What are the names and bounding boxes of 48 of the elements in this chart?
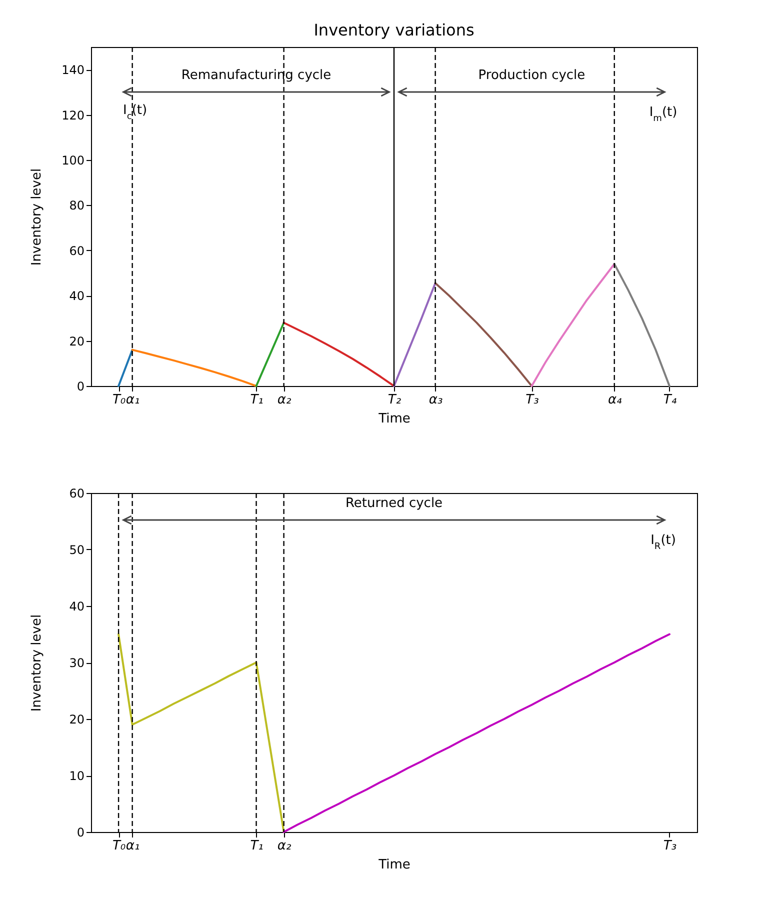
line-series [118,633,285,833]
line-series [282,322,395,387]
annotation: Remanufacturing cycle [181,68,332,83]
y-tick-label: 120 [62,108,84,122]
y-axis-title: Inventory level [30,614,44,712]
x-tick-label: T₁ [250,392,264,408]
x-tick-label: α₁ [126,392,140,408]
x-tick-label: T₄ [663,392,678,408]
line-series [282,633,670,833]
x-tick-label: α₂ [277,392,292,408]
line-series [393,282,436,387]
y-tick-label: 10 [69,769,84,783]
x-axis-title: Time [378,412,410,426]
y-tick-label: 0 [76,380,84,394]
y-tick-label: 40 [69,600,84,614]
x-tick-label: T₂ [388,392,402,408]
line-series [131,348,258,387]
annotation: Returned cycle [345,496,443,511]
line-series [613,262,670,387]
y-tick-label: 40 [69,289,84,304]
x-tick-label: T₃ [663,838,677,854]
annotation: I$_{c}$(t) [123,103,148,122]
y-tick-label: 30 [69,656,84,670]
annotation: I$_{m}$(t) [649,105,678,124]
x-tick-label: α₂ [277,838,292,854]
y-tick-label: 80 [69,198,84,213]
x-tick-label: α₄ [608,392,623,408]
y-tick-label: 20 [69,334,84,348]
line-series [434,282,533,387]
chart-title: Inventory variations [314,20,474,40]
y-axis-title: Inventory level [30,168,44,266]
x-tick-label: α₁ [126,838,140,854]
y-tick-label: 60 [69,486,84,500]
y-tick-label: 20 [69,712,84,726]
annotation: I$_{R}$(t) [650,533,676,552]
x-axis-title: Time [378,858,410,872]
x-tick-label: T₀ [112,838,126,854]
line-series [530,262,616,387]
annotation: Production cycle [478,68,586,83]
x-tick-label: T₃ [526,392,539,408]
x-tick-label: α₃ [428,392,443,408]
y-tick-label: 140 [62,63,84,78]
x-tick-label: T₀ [112,392,126,408]
y-tick-label: 0 [76,826,84,840]
y-tick-label: 100 [62,154,84,168]
y-tick-label: 60 [69,244,84,258]
x-tick-label: T₁ [250,838,264,854]
y-tick-label: 50 [69,543,84,557]
